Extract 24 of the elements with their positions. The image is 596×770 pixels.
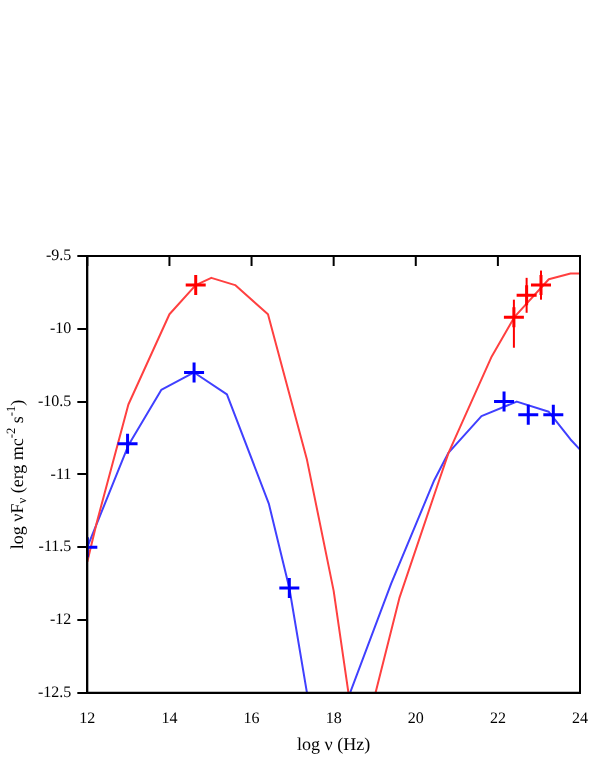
x-tick-label: 24 [572,708,588,727]
point [529,273,553,297]
x-tick-label: 14 [161,708,178,727]
point [184,273,208,297]
x-tick-label: 18 [325,708,342,727]
x-tick-label: 12 [79,708,96,727]
y-tick-label: -10.5 [37,391,72,410]
y-tick-label: -11.5 [38,537,72,556]
x-tick-label: 20 [407,708,424,727]
point [116,432,140,456]
point [516,403,540,427]
point [492,390,516,414]
y-tick-label: -12 [49,610,72,629]
x-axis-title: log ν (Hz) [297,733,371,754]
x-tick-label: 16 [243,708,260,727]
point [277,576,301,600]
y-tick-label: -9.5 [45,246,72,265]
x-tick-label: 22 [489,708,506,727]
y-tick-label: -11 [50,464,72,483]
point [502,305,526,329]
y-tick-label: -12.5 [37,682,72,701]
y-tick-label: -10 [49,318,72,337]
point [182,360,206,384]
point [541,403,565,427]
